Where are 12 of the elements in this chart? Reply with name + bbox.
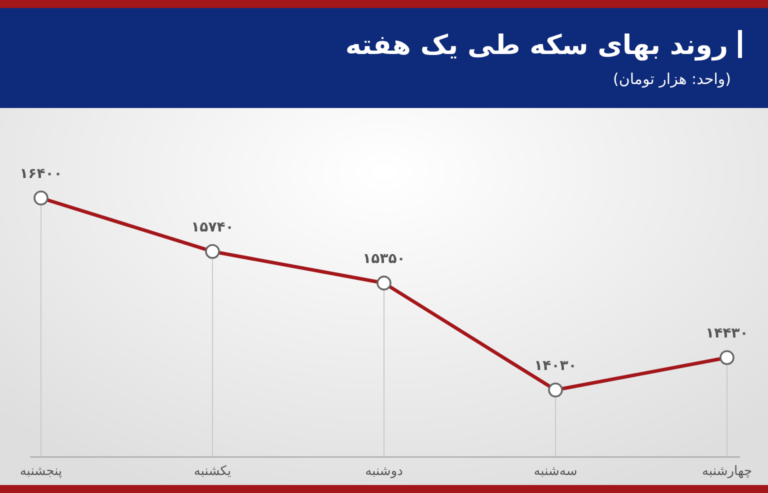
data-label: ۱۶۴۰۰ [20, 166, 62, 182]
x-tick-label: چهارشنبه [702, 464, 752, 479]
x-tick-label: دوشنبه [365, 464, 404, 479]
x-tick-label: سه‌شنبه [534, 464, 578, 479]
data-label: ۱۵۳۵۰ [362, 251, 406, 268]
data-label: ۱۵۷۴۰ [191, 219, 234, 236]
chart-title: روند بهای سکه طی یک هفته [345, 30, 728, 61]
chart-subtitle: (واحد: هزار تومان) [612, 70, 731, 88]
x-tick-label: یکشنبه [194, 464, 232, 479]
x-tick-label: پنجشنبه [20, 464, 63, 479]
data-label: ۱۴۴۳۰ [706, 326, 748, 342]
data-label: ۱۴۰۳۰ [534, 358, 577, 374]
